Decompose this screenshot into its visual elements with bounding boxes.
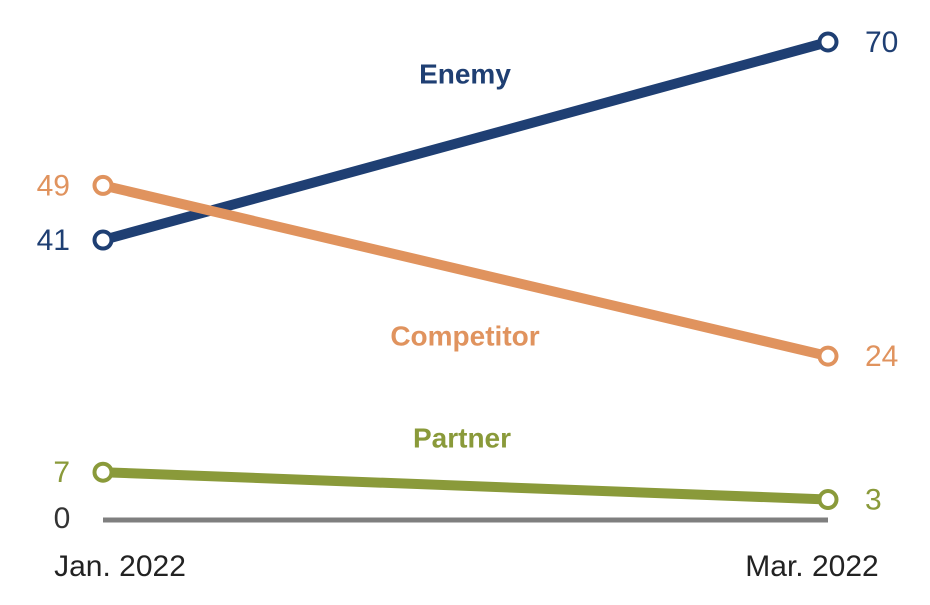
point (92, 229, 114, 251)
series-line (98, 467, 833, 505)
value-label: 41 (37, 224, 70, 257)
point (92, 461, 114, 483)
value-label: 7 (53, 456, 70, 489)
value-label: 3 (865, 483, 882, 516)
x-tick-label: Mar. 2022 (745, 550, 878, 583)
point (817, 489, 839, 511)
x-tick-label: Jan. 2022 (54, 550, 186, 583)
series-label: Partner (413, 422, 511, 453)
value-label: 24 (865, 340, 898, 373)
series-line (98, 37, 833, 246)
value-label: 49 (37, 169, 70, 202)
series-label: Enemy (419, 58, 511, 89)
point (817, 31, 839, 53)
value-label: 70 (865, 26, 898, 59)
point (817, 345, 839, 367)
series-line (98, 180, 833, 362)
series-label: Competitor (390, 320, 539, 351)
y-tick-label: 0 (54, 502, 71, 535)
point (92, 174, 114, 196)
